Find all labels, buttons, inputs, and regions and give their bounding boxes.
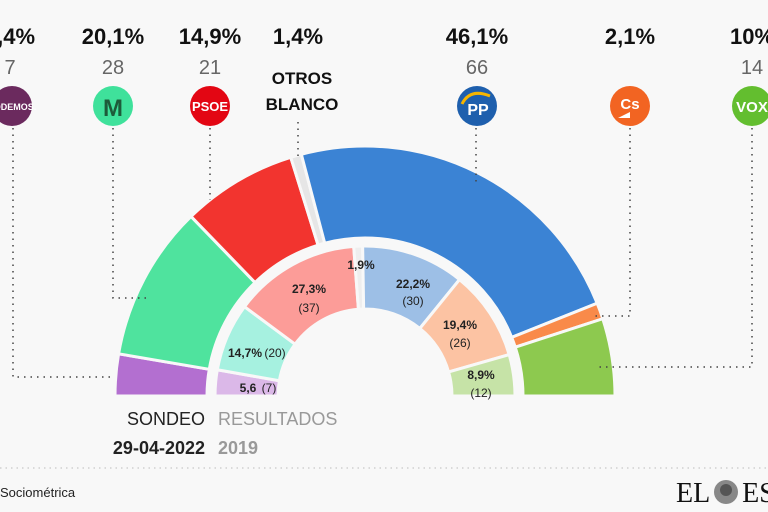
leader-lines	[12, 122, 753, 378]
inner-seats-cs: (26)	[449, 336, 470, 350]
svg-text:VOX: VOX	[736, 99, 768, 116]
inner-label-otros: 1,9%	[347, 258, 375, 272]
inner-label-pp: 22,2%	[396, 277, 430, 291]
source-text: Sociométrica	[0, 485, 76, 500]
pct-cs: 2,1%	[605, 24, 655, 49]
inner-seats-pp: (30)	[402, 294, 423, 308]
outer-ring	[113, 144, 617, 398]
seats-vox: 14	[741, 57, 763, 79]
lion-emblem-icon	[714, 480, 738, 504]
pct-pp: 46,1%	[446, 24, 508, 49]
pct-otros: 1,4%	[273, 24, 323, 49]
svg-text:M: M	[103, 95, 123, 122]
legend-resultados: RESULTADOS	[218, 409, 337, 429]
inner-seats-mas-madrid: (20)	[264, 346, 285, 360]
inner-label-mas-madrid: 14,7%	[228, 346, 262, 360]
psoe-logo: PSOE	[190, 86, 230, 126]
pct-vox: 10%	[730, 24, 768, 49]
seats-pp: 66	[466, 57, 488, 79]
inner-segment-vox	[446, 352, 517, 398]
leader-mas-madrid	[112, 128, 150, 299]
mas-madrid-logo: M	[93, 86, 133, 126]
cs-logo: Cs	[610, 86, 650, 126]
vox-logo: VOX	[732, 86, 768, 126]
inner-labels: 5,6 (7) 14,7% (20) 27,3% (37) 1,9% 22,2%…	[228, 258, 495, 400]
legend-sondeo-date: 29-04-2022	[113, 438, 205, 458]
pct-psoe: 14,9%	[179, 24, 241, 49]
svg-text:PODEMOS.: PODEMOS.	[0, 102, 36, 112]
pct-mas-madrid: 20,1%	[82, 24, 144, 49]
label-blanco: BLANCO	[266, 95, 339, 114]
svg-text:Cs: Cs	[620, 96, 639, 113]
leader-podemos	[12, 128, 110, 378]
leader-vox	[595, 128, 753, 368]
label-otros: OTROS	[272, 69, 332, 88]
legend-resultados-year: 2019	[218, 438, 258, 458]
pct-podemos: 5,4%	[0, 24, 35, 49]
svg-text:PSOE: PSOE	[192, 99, 228, 114]
seats-psoe: 21	[199, 57, 221, 79]
seats-mas-madrid: 28	[102, 57, 124, 79]
svg-text:PP: PP	[467, 102, 489, 119]
inner-seats-vox: (12)	[470, 386, 491, 400]
podemos-logo: PODEMOS.	[0, 86, 36, 126]
legend-sondeo: SONDEO	[127, 409, 205, 429]
inner-label-vox: 8,9%	[467, 368, 495, 382]
leader-cs	[595, 128, 631, 317]
outer-segment-vox	[513, 316, 617, 398]
inner-seats-podemos: (7)	[262, 381, 277, 395]
outer-segment-pp	[299, 144, 600, 340]
seats-podemos: 7	[4, 57, 15, 79]
inner-seats-psoe: (37)	[298, 301, 319, 315]
inner-ring	[213, 244, 517, 398]
pp-logo: PP	[457, 86, 497, 126]
inner-label-podemos: 5,6	[240, 381, 257, 395]
inner-label-psoe: 27,3%	[292, 282, 326, 296]
inner-label-cs: 19,4%	[443, 318, 477, 332]
